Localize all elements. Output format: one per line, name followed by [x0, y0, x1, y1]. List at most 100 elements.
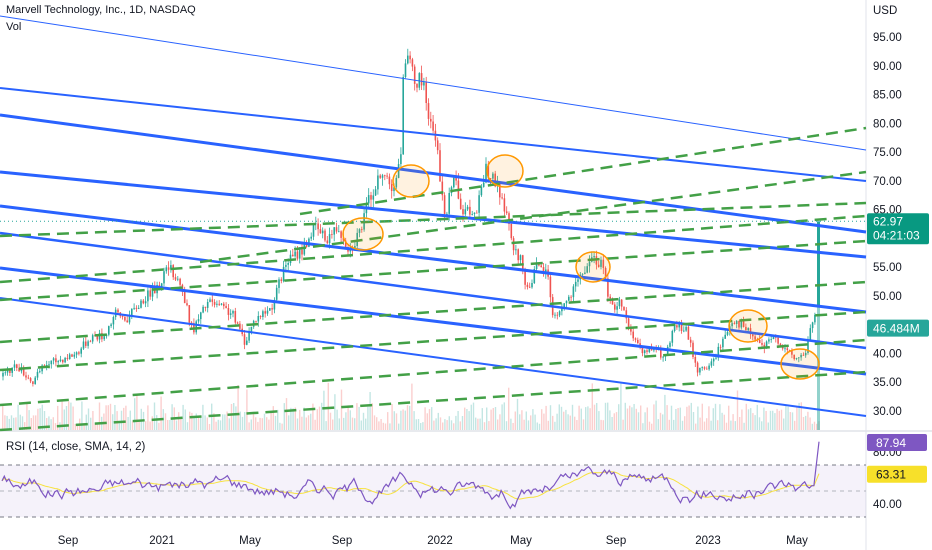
volume-bar	[266, 417, 268, 430]
candle-body	[765, 341, 768, 349]
volume-bar	[197, 416, 200, 430]
candle-body	[807, 340, 809, 353]
volume-bar	[156, 415, 158, 430]
volume-bar	[552, 415, 554, 430]
volume-bar	[536, 422, 538, 430]
volume-bar	[626, 408, 629, 430]
volume-bar	[24, 422, 26, 430]
volume-bar	[228, 418, 230, 430]
candle-body	[740, 321, 743, 328]
candle-body	[9, 368, 11, 373]
volume-bar	[686, 406, 688, 430]
candle-body	[533, 269, 536, 283]
volume-bar	[92, 411, 94, 430]
candle-body	[572, 286, 575, 298]
volume-bar	[761, 421, 763, 430]
volume-bar	[129, 410, 131, 430]
volume-bar	[175, 420, 178, 430]
candle-body	[344, 240, 347, 247]
volume-bar	[497, 419, 499, 430]
candle-body	[462, 209, 464, 215]
candle-body	[39, 371, 41, 373]
candle-body	[197, 319, 200, 322]
volume-bar	[659, 412, 662, 430]
volume-bar	[120, 410, 123, 430]
candle-body	[312, 223, 315, 237]
volume-bar	[200, 416, 202, 430]
volume-bar	[417, 419, 420, 430]
volume-bar	[532, 409, 534, 430]
volume-bar	[13, 417, 15, 430]
volume-bar	[444, 419, 446, 430]
volume-bar	[699, 417, 701, 430]
volume-bar	[233, 403, 235, 430]
volume-bar	[433, 420, 435, 430]
channel-line-green	[0, 239, 867, 302]
volume-bar	[217, 419, 219, 430]
volume-bar	[222, 414, 224, 430]
candle-body	[71, 354, 73, 357]
candle-body	[510, 224, 513, 239]
candle-body	[630, 326, 632, 332]
candle-body	[407, 55, 409, 64]
candle-body	[218, 303, 220, 305]
volume-bar	[19, 414, 21, 430]
volume-bar	[391, 404, 393, 430]
candle-body	[609, 296, 611, 299]
candle-body	[66, 357, 69, 359]
volume-bar	[736, 390, 739, 430]
volume-bar	[629, 405, 631, 430]
candle-body	[271, 308, 273, 310]
rsi-sma-value: 63.31	[876, 468, 906, 482]
candle-body	[482, 182, 485, 187]
rsi-value: 87.94	[876, 436, 906, 450]
candle-body	[356, 232, 358, 246]
candle-body	[172, 265, 174, 278]
volume-bar	[87, 408, 90, 430]
volume-bar	[602, 420, 604, 430]
candle-body	[574, 281, 577, 287]
candle-body	[225, 306, 227, 308]
candle-body	[742, 321, 745, 327]
candle-body	[64, 357, 66, 363]
volume-bar	[725, 422, 728, 430]
volume-bar	[541, 409, 543, 430]
candle-body	[117, 309, 119, 313]
volume-bar	[329, 412, 332, 430]
volume-bar	[261, 418, 263, 430]
candle-body	[374, 189, 377, 196]
candle-body	[453, 177, 455, 188]
volume-bar	[611, 417, 613, 430]
candle-body	[384, 175, 386, 177]
candle-body	[310, 236, 312, 239]
volume-bar	[378, 421, 380, 430]
candle-body	[692, 342, 694, 357]
candle-body	[436, 140, 439, 151]
volume-bar	[219, 420, 222, 430]
volume-bar	[723, 414, 725, 430]
volume-bar	[349, 410, 351, 430]
volume-bar	[710, 420, 712, 430]
price-tick-label: 55.00	[873, 262, 902, 274]
volume-bar	[336, 409, 338, 430]
volume-bar	[204, 415, 206, 430]
volume-bar	[422, 422, 424, 430]
volume-bar	[613, 413, 615, 430]
candle-body	[174, 277, 177, 280]
volume-bar	[294, 407, 296, 430]
volume-bar	[556, 413, 558, 430]
volume-bar	[272, 406, 274, 430]
volume-bar	[450, 420, 453, 430]
volume-bar	[404, 410, 406, 430]
volume-bar	[662, 414, 664, 430]
candle-body	[296, 251, 299, 259]
candle-body	[425, 82, 427, 103]
volume-bar	[281, 423, 283, 430]
candle-body	[151, 285, 154, 297]
candle-body	[216, 303, 218, 305]
volume-bar	[690, 402, 692, 430]
highlight-circle	[780, 348, 820, 380]
candle-body	[473, 212, 476, 214]
candle-body	[581, 273, 584, 275]
